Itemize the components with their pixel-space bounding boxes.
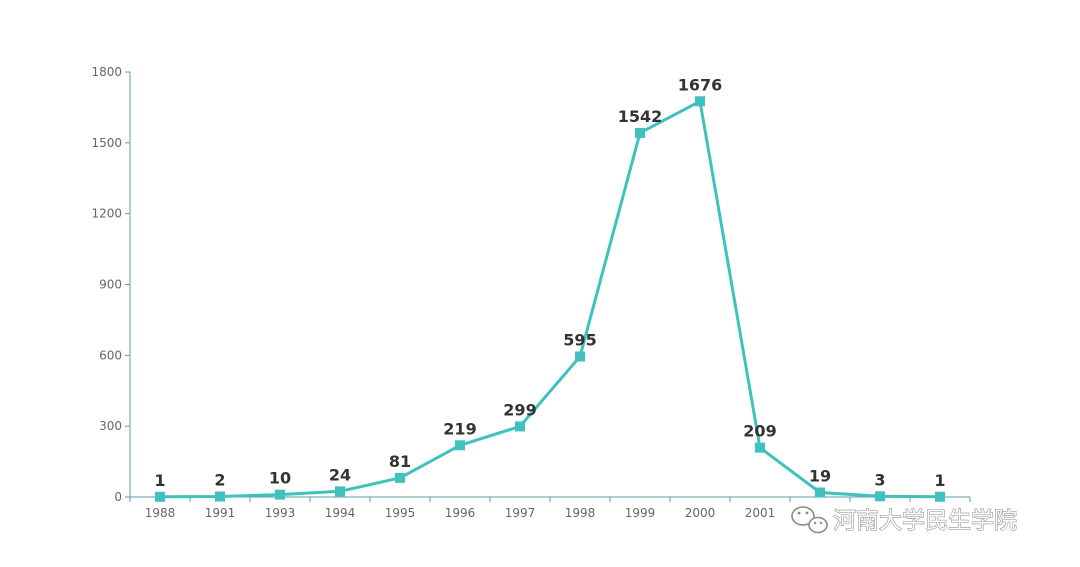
data-point [335,486,345,497]
data-label: 1 [154,471,165,490]
data-point [575,351,585,362]
data-label: 299 [503,400,536,419]
data-point [875,491,885,502]
watermark: 河南大学民生学院 [791,506,1018,535]
data-label: 595 [563,331,596,350]
series-line [158,99,942,499]
series-line-layer [158,99,942,499]
data-point [155,491,165,502]
x-tick-label: 1997 [505,506,536,520]
data-point [695,96,705,107]
x-tick-label: 2000 [685,506,716,520]
y-tick-label: 300 [99,419,122,433]
data-point [515,421,525,432]
data-label: 209 [743,422,776,441]
data-label: 81 [389,452,411,471]
data-label: 24 [329,465,351,484]
x-tick-label: 1998 [565,506,596,520]
data-label: 3 [874,470,885,489]
axes: 0 300 600 900 1200 1500 1800 1988 1991 1993 1994 19… [91,65,971,520]
data-label: 2 [214,471,225,490]
data-point [935,491,945,502]
y-tick-label: 1200 [91,207,122,221]
data-point [215,491,225,502]
data-point [455,440,465,451]
data-point [635,127,645,138]
x-tick-label: 1999 [625,506,656,520]
x-tick-label: 1993 [265,506,296,520]
x-tick-label: 1991 [205,506,236,520]
x-tick-label: 2001 [745,506,776,520]
wechat-icon [791,506,828,534]
data-label: 1 [934,471,945,490]
data-labels: 1 2 10 24 81 219 299 595 1542 1676 209 19 3 1 [154,75,945,489]
markers [155,96,945,502]
y-tick-label: 900 [99,278,122,292]
data-point [815,487,825,498]
data-label: 1542 [618,107,663,126]
y-tick-label: 1800 [91,65,122,79]
data-point [755,442,765,453]
data-label: 10 [269,469,291,488]
data-point [395,472,405,483]
y-tick-label: 600 [99,348,122,362]
x-tick-label: 1996 [445,506,476,520]
data-point [275,489,285,500]
x-tick-label: 1995 [385,506,416,520]
x-tick-label: 1988 [145,506,176,520]
y-tick-label: 1500 [91,136,122,150]
data-label: 219 [443,419,476,438]
data-label: 1676 [678,75,723,94]
watermark-text: 河南大学民生学院 [833,508,1017,534]
x-tick-label: 1994 [325,506,356,520]
data-label: 19 [809,467,831,486]
y-tick-label: 0 [114,490,122,504]
